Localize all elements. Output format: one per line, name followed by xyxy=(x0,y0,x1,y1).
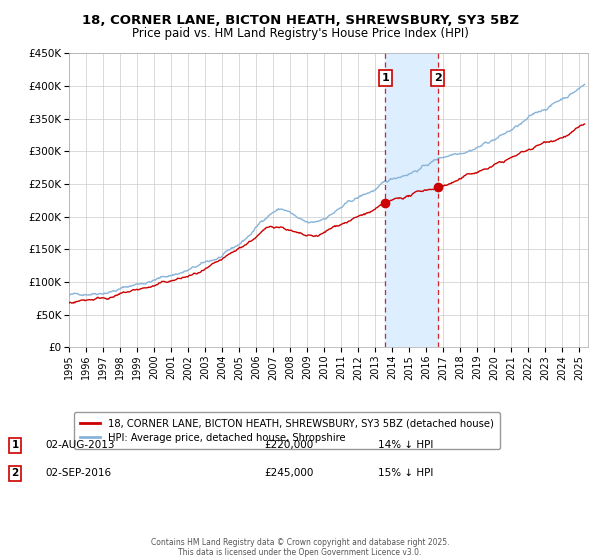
Text: £245,000: £245,000 xyxy=(264,468,313,478)
Text: 02-AUG-2013: 02-AUG-2013 xyxy=(45,440,115,450)
Text: 1: 1 xyxy=(11,440,19,450)
Text: £220,000: £220,000 xyxy=(264,440,313,450)
Text: 15% ↓ HPI: 15% ↓ HPI xyxy=(378,468,433,478)
Text: Price paid vs. HM Land Registry's House Price Index (HPI): Price paid vs. HM Land Registry's House … xyxy=(131,27,469,40)
Legend: 18, CORNER LANE, BICTON HEATH, SHREWSBURY, SY3 5BZ (detached house), HPI: Averag: 18, CORNER LANE, BICTON HEATH, SHREWSBUR… xyxy=(74,413,500,449)
Text: 1: 1 xyxy=(381,73,389,83)
Text: 02-SEP-2016: 02-SEP-2016 xyxy=(45,468,111,478)
Bar xyxy=(385,53,438,347)
Text: 18, CORNER LANE, BICTON HEATH, SHREWSBURY, SY3 5BZ: 18, CORNER LANE, BICTON HEATH, SHREWSBUR… xyxy=(82,14,518,27)
Text: Contains HM Land Registry data © Crown copyright and database right 2025.
This d: Contains HM Land Registry data © Crown c… xyxy=(151,538,449,557)
Text: 2: 2 xyxy=(434,73,442,83)
Text: 14% ↓ HPI: 14% ↓ HPI xyxy=(378,440,433,450)
Text: 2: 2 xyxy=(11,468,19,478)
